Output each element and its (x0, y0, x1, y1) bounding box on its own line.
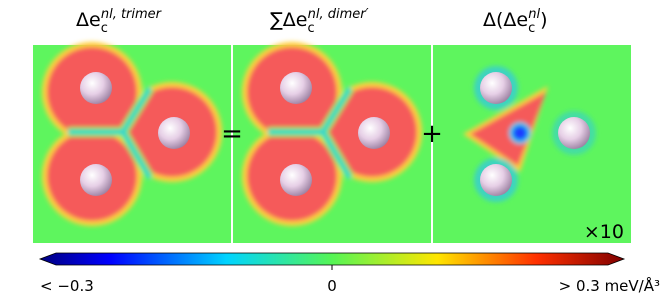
title-part: c (101, 21, 108, 36)
title-part: c (308, 21, 315, 36)
panel-title: Δ(Δecnl) (483, 7, 548, 36)
panel-title: Δecnl, trimer (76, 7, 163, 36)
colorbar-label: 0 (327, 277, 337, 295)
title-part: ∑Δe (270, 9, 308, 31)
title-part: nl, dimer′ (308, 7, 369, 22)
operator: = (221, 119, 243, 149)
title-part: nl, trimer (101, 7, 163, 22)
title-part: Δe (76, 9, 101, 31)
colorbar (38, 252, 626, 270)
panel-dimer-sum (233, 42, 431, 243)
operator: + (421, 119, 443, 149)
panel-trimer (33, 42, 231, 243)
panel-title: ∑Δecnl, dimer′ (270, 7, 369, 36)
colorbar-label: < −0.3 (40, 277, 94, 295)
scale-annotation: ×10 (584, 221, 624, 243)
title-part: nl (528, 7, 540, 22)
colorbar-label: > 0.3 meV/Å³ (559, 276, 660, 295)
panel-difference: ×10 (433, 45, 631, 243)
title-part: ) (540, 9, 547, 31)
title-part: Δ(Δe (483, 9, 528, 31)
title-part: c (528, 21, 535, 36)
